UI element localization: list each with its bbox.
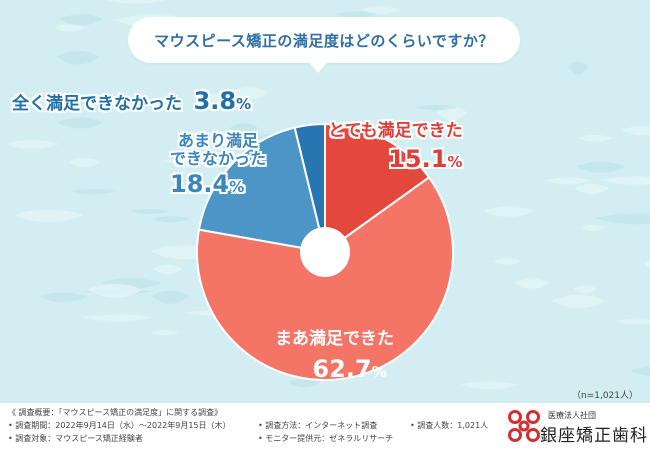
very-satisfied-number: 15.1	[388, 144, 448, 173]
label-not-very-line1: あまり満足	[178, 131, 259, 150]
footer-target: • 調査対象：マウスピース矯正経験者	[8, 434, 143, 443]
footer-method: • 調査方法：インターネット調査	[258, 421, 378, 430]
question-bubble: マウスピース矯正の満足度はどのくらいですか？	[128, 17, 520, 63]
label-not-at-all: 全く満足できなかった 3.8%	[12, 87, 252, 116]
slice-not-very	[197, 126, 327, 254]
sample-size-note: （n=1,021人）	[571, 391, 638, 401]
survey-footer: 《 調査概要：「マウスピース矯正の満足度」に関する調査》 • 調査期間：2022…	[0, 403, 650, 450]
label-somewhat-satisfied: まあ満足できた 62.7%	[275, 329, 394, 384]
label-not-very: あまり満足 できなかった 18.4%	[170, 131, 267, 199]
not-at-all-unit: %	[236, 95, 252, 113]
clinic-logo-icon	[508, 410, 540, 442]
slice-very-satisfied	[324, 122, 431, 254]
label-very-satisfied-value: 15.1%	[328, 144, 463, 174]
very-satisfied-unit: %	[447, 152, 463, 171]
chart-title: マウスピース矯正の満足度はどのくらいですか？	[154, 31, 494, 50]
label-not-at-all-text: 全く満足できなかった	[12, 94, 182, 114]
not-at-all-number: 3.8	[193, 87, 237, 115]
label-somewhat-satisfied-text: まあ満足できた	[275, 329, 394, 349]
clinic-corp-type: 医療法人社団	[548, 411, 596, 420]
footer-count: • 調査人数：1,021人	[410, 421, 489, 430]
clinic-name: 銀座矯正歯科	[540, 426, 648, 446]
somewhat-satisfied-number: 62.7	[312, 354, 372, 383]
label-not-very-line2: できなかった	[170, 149, 267, 169]
bubble-tail	[308, 61, 328, 73]
not-very-unit: %	[229, 177, 245, 196]
footer-summary: 《 調査概要：「マウスピース矯正の満足度」に関する調査》	[8, 408, 223, 417]
not-very-number: 18.4	[170, 169, 230, 198]
donut-hole	[300, 227, 350, 277]
slice-not-at-all	[293, 122, 326, 253]
label-very-satisfied-text: とても満足できた	[328, 121, 463, 141]
footer-period: • 調査期間：2022年9月14日（水）〜2022年9月15日（木）	[8, 421, 231, 430]
label-not-very-value: 18.4%	[170, 169, 266, 199]
footer-provider: • モニター提供元：ゼネラルリサーチ	[258, 434, 394, 443]
somewhat-satisfied-unit: %	[371, 362, 387, 381]
slice-somewhat-satisfied	[196, 176, 454, 381]
label-very-satisfied: とても満足できた 15.1%	[328, 121, 463, 174]
label-somewhat-satisfied-value: 62.7%	[275, 354, 394, 384]
